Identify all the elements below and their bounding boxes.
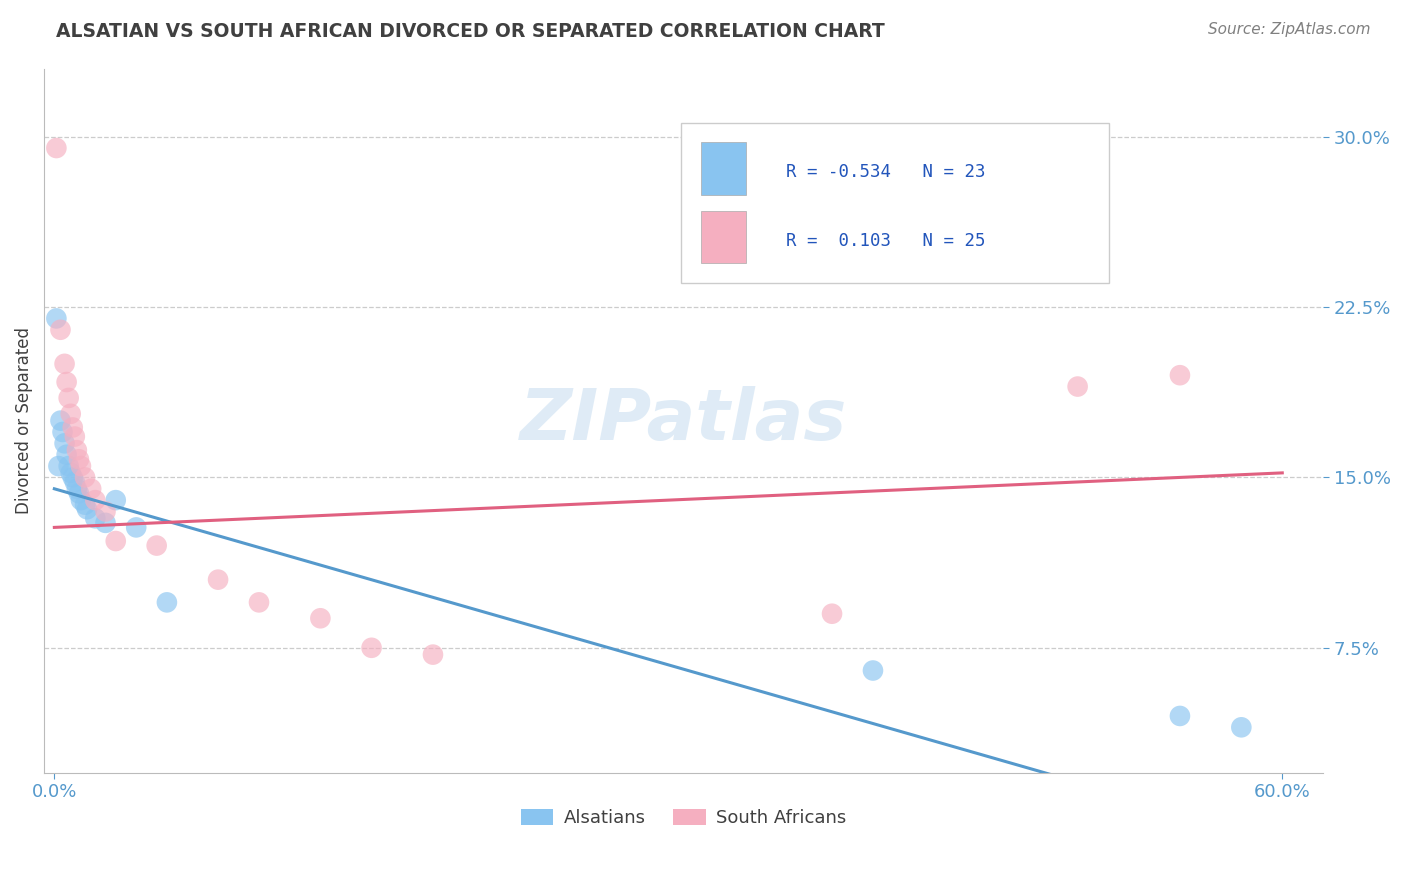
Point bbox=[1066, 379, 1088, 393]
Text: R =  0.103   N = 25: R = 0.103 N = 25 bbox=[786, 232, 986, 250]
Point bbox=[48, 458, 70, 473]
Point bbox=[821, 607, 844, 621]
Point bbox=[94, 516, 117, 530]
Point bbox=[73, 498, 96, 512]
Point bbox=[62, 420, 84, 434]
Point bbox=[55, 448, 77, 462]
Point bbox=[104, 493, 127, 508]
Point bbox=[58, 391, 80, 405]
Point bbox=[62, 470, 84, 484]
Point bbox=[67, 486, 90, 500]
Point bbox=[1230, 720, 1253, 734]
Point bbox=[49, 414, 72, 428]
Point bbox=[862, 664, 884, 678]
Point bbox=[125, 520, 148, 534]
Point bbox=[94, 504, 117, 518]
Point bbox=[422, 648, 444, 662]
Point bbox=[76, 502, 98, 516]
Point bbox=[59, 407, 82, 421]
Point bbox=[84, 493, 107, 508]
Point bbox=[55, 375, 77, 389]
Text: Source: ZipAtlas.com: Source: ZipAtlas.com bbox=[1208, 22, 1371, 37]
Point bbox=[45, 311, 67, 326]
Point bbox=[84, 511, 107, 525]
Point bbox=[70, 493, 93, 508]
Point bbox=[73, 470, 96, 484]
Point bbox=[59, 466, 82, 480]
Point bbox=[1168, 709, 1191, 723]
Point bbox=[67, 452, 90, 467]
Point bbox=[66, 443, 89, 458]
Y-axis label: Divorced or Separated: Divorced or Separated bbox=[15, 327, 32, 514]
Point bbox=[51, 425, 73, 439]
Point bbox=[207, 573, 229, 587]
Point bbox=[63, 475, 86, 489]
Legend: Alsatians, South Africans: Alsatians, South Africans bbox=[513, 801, 853, 834]
Point bbox=[45, 141, 67, 155]
Point bbox=[247, 595, 270, 609]
Point bbox=[53, 357, 76, 371]
Point bbox=[66, 482, 89, 496]
Point bbox=[309, 611, 332, 625]
Point bbox=[63, 429, 86, 443]
Text: ZIPatlas: ZIPatlas bbox=[520, 386, 848, 455]
Point bbox=[53, 436, 76, 450]
Point bbox=[104, 534, 127, 549]
Text: ALSATIAN VS SOUTH AFRICAN DIVORCED OR SEPARATED CORRELATION CHART: ALSATIAN VS SOUTH AFRICAN DIVORCED OR SE… bbox=[56, 22, 884, 41]
Point bbox=[1168, 368, 1191, 383]
Point bbox=[145, 539, 167, 553]
Point bbox=[360, 640, 382, 655]
Point bbox=[58, 458, 80, 473]
Point bbox=[80, 482, 103, 496]
Point bbox=[49, 323, 72, 337]
Point bbox=[70, 458, 93, 473]
Text: R = -0.534   N = 23: R = -0.534 N = 23 bbox=[786, 163, 986, 181]
Point bbox=[156, 595, 179, 609]
